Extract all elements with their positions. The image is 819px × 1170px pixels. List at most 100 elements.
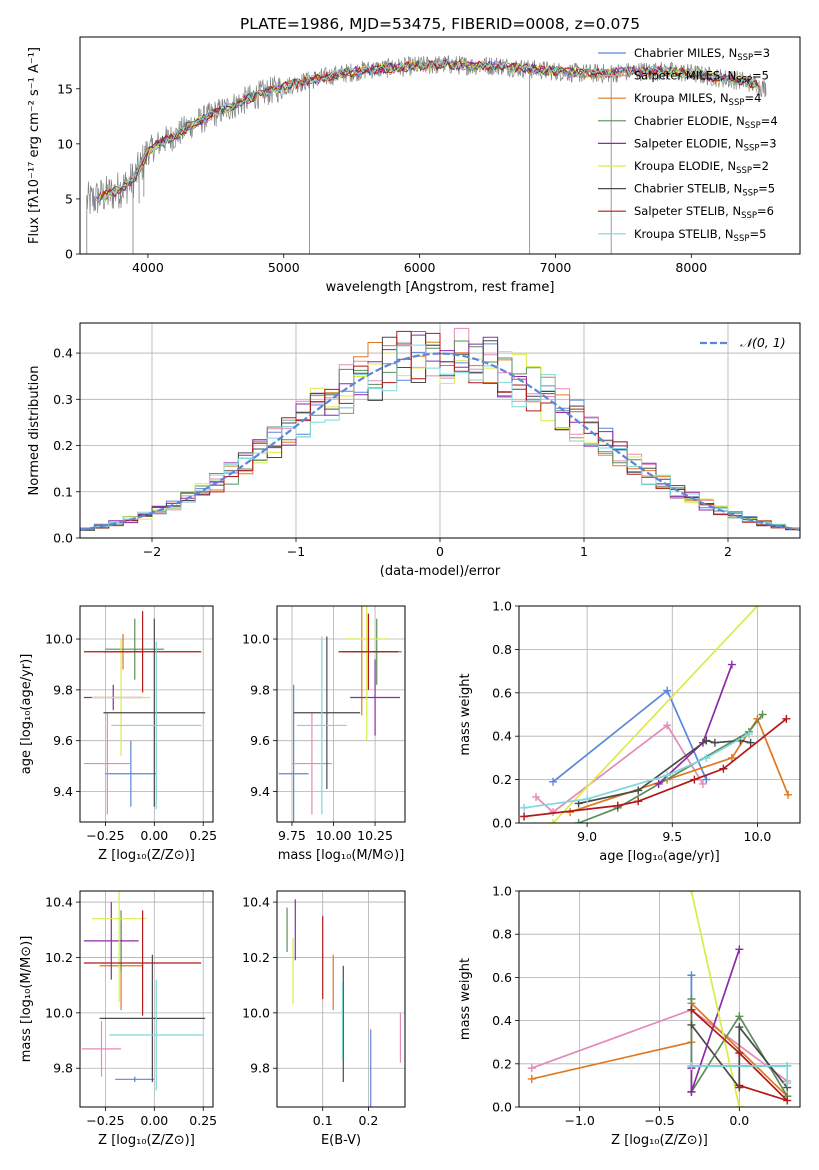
- weight-marker-salpeter_stelib: [783, 1096, 792, 1105]
- weight-marker-kroupa_stelib: [783, 1079, 792, 1088]
- weight-marker-kroupa_stelib: [783, 1061, 792, 1070]
- errorbar-kroupa_stelib: [111, 641, 202, 810]
- errorbar-kroupa_elodie: [91, 639, 151, 756]
- weight-marker-salpeter_stelib: [687, 1005, 696, 1014]
- age_vs_mass-axes: 9.75 10.00 10.25 9.4 9.6 9.8 10.0 mass [log₁₀(M…: [242, 632, 404, 863]
- y-tick-label: 5: [65, 191, 73, 206]
- y-tick-label: 9.8: [250, 1061, 270, 1076]
- y-tick-label: 9.4: [53, 784, 73, 799]
- panel-mass_vs_z: −0.25 0.00 0.25 9.8 10.0 10.2 10.4 Z [log₁₀(Z/Z…: [19, 890, 217, 1148]
- weight-marker-kroupa_elodie: [735, 1103, 744, 1107]
- x-tick-label: −0.5: [644, 1113, 674, 1128]
- x-tick-label: 0.25: [189, 828, 217, 843]
- y-axis-label: age [log₁₀(age/yr)]: [19, 654, 34, 775]
- weight-marker-salpeter_stelib: [719, 764, 728, 773]
- weight-marker-salpeter_elodie: [687, 1087, 696, 1096]
- x-tick-label: 9.0: [577, 829, 597, 844]
- legend-entry-kroupa_miles: Kroupa MILES, NSSP=4: [634, 91, 761, 108]
- legend-entry-gaussian: 𝒩(0, 1): [740, 335, 786, 350]
- errorbar-kroupa_stelib: [109, 979, 204, 1091]
- y-tick-label: 10.0: [242, 1005, 270, 1020]
- weight-marker-salpeter_stelib: [520, 812, 529, 821]
- weight-line-salpeter_elodie: [658, 664, 733, 785]
- y-tick-label: 0.6: [492, 685, 512, 700]
- x-axis-label: (data-model)/error: [380, 564, 501, 579]
- age_vs_z-axes: −0.25 0.00 0.25 9.4 9.6 9.8 10.0 Z [log₁₀(Z/Z⊙)…: [19, 632, 217, 863]
- errorbar-kroupa_elodie: [91, 891, 147, 1002]
- weight-marker-salpeter_miles: [532, 792, 541, 801]
- weight-marker-chabrier_elodie: [735, 1012, 744, 1021]
- weight-marker-kroupa_stelib: [687, 1061, 696, 1070]
- x-tick-label: 0.1: [313, 1113, 333, 1128]
- weight-marker-salpeter_stelib: [735, 1081, 744, 1090]
- weight-marker-chabrier_stelib: [634, 786, 643, 795]
- residuals-legend: 𝒩(0, 1): [700, 335, 786, 350]
- mass_vs_z-plot-area: [81, 891, 206, 1091]
- y-axis-label: mass weight: [458, 673, 473, 755]
- age_vs_mass-frame: [276, 605, 406, 823]
- weight-line-kroupa_elodie: [552, 606, 759, 823]
- x-axis-label: Z [log₁₀(Z/Z⊙)]: [611, 1133, 708, 1148]
- weight-marker-kroupa_elodie: [687, 891, 696, 895]
- y-axis-label: mass [log₁₀(M/M⊙)]: [19, 936, 34, 1063]
- x-tick-label: −1: [287, 544, 305, 559]
- x-axis-label: wavelength [Angstrom, rest frame]: [326, 280, 555, 295]
- y-tick-label: 0.2: [53, 438, 73, 453]
- y-tick-label: 10.4: [242, 895, 270, 910]
- weight-marker-chabrier_miles: [663, 686, 672, 695]
- errorbar-kroupa_stelib: [296, 636, 347, 815]
- errorbar-kroupa_elodie: [345, 606, 389, 741]
- y-tick-label: 0.0: [53, 531, 73, 546]
- x-tick-label: 0.00: [140, 1113, 168, 1128]
- legend-entry-salpeter_elodie: Salpeter ELODIE, NSSP=3: [634, 136, 777, 153]
- mass_vs_ebv-plot-area: [286, 899, 402, 1107]
- spectrum-axes: 4000 5000 6000 7000 8000 0 5 10 15 wavelength [An…: [27, 47, 707, 295]
- weight-line-salpeter_stelib: [524, 718, 787, 818]
- model-salpeter_stelib: [100, 58, 760, 198]
- x-tick-label: −1.0: [564, 1113, 594, 1128]
- mass_vs_ebv-grid: [277, 891, 405, 1107]
- y-tick-label: 10.2: [45, 950, 73, 965]
- y-tick-label: 9.6: [53, 733, 73, 748]
- weight-line-chabrier_elodie: [578, 713, 764, 823]
- weight-marker-kroupa_stelib: [520, 803, 529, 812]
- errorbar-chabrier_miles: [278, 684, 309, 822]
- x-tick-label: 1: [580, 544, 588, 559]
- x-tick-label: 10.00: [316, 828, 352, 843]
- spectrum-plot-area: [86, 55, 767, 254]
- y-tick-label: 9.8: [53, 682, 73, 697]
- x-tick-label: 0: [436, 544, 444, 559]
- spectrum-frame: [79, 36, 801, 255]
- weight-marker-chabrier_stelib: [710, 738, 719, 747]
- weight_vs_age-frame: [518, 605, 801, 824]
- legend-entry-kroupa_elodie: Kroupa ELODIE, NSSP=2: [634, 159, 769, 176]
- weight-line-salpeter_stelib: [690, 1009, 788, 1102]
- weight-marker-kroupa_stelib: [744, 730, 753, 739]
- y-tick-label: 0.4: [492, 1013, 512, 1028]
- x-axis-label: E(B-V): [321, 1133, 361, 1148]
- y-tick-label: 0.8: [492, 642, 512, 657]
- weight-line-chabrier_stelib: [690, 1024, 788, 1091]
- y-tick-label: 0.4: [53, 346, 73, 361]
- x-tick-label: 9.5: [662, 829, 682, 844]
- legend-entry-chabrier_elodie: Chabrier ELODIE, NSSP=4: [634, 114, 778, 131]
- weight_vs_age-plot-area: [520, 606, 793, 823]
- y-tick-label: 9.8: [250, 682, 270, 697]
- gaussian-curve: [80, 352, 800, 531]
- x-tick-label: 4000: [132, 260, 164, 275]
- x-tick-label: 0.25: [189, 1113, 217, 1128]
- mass_vs_z-axes: −0.25 0.00 0.25 9.8 10.0 10.2 10.4 Z [log₁₀(Z/Z…: [19, 895, 217, 1148]
- weight-marker-kroupa_miles: [727, 753, 736, 762]
- panel-residuals: −2 −1 0 1 2 0.0 0.1 0.2 0.3 0.4 (data-model)/error…: [27, 322, 801, 579]
- errorbar-chabrier_elodie: [105, 618, 165, 680]
- weight-marker-kroupa_miles: [784, 790, 793, 799]
- errorbar-chabrier_miles: [105, 740, 157, 807]
- weight-line-kroupa_elodie: [690, 891, 741, 1107]
- legend-entry-chabrier_stelib: Chabrier STELIB, NSSP=5: [634, 182, 775, 199]
- y-tick-label: 10.0: [242, 632, 270, 647]
- y-tick-label: 0.1: [53, 484, 73, 499]
- errorbar-chabrier_stelib: [99, 954, 206, 1083]
- panel-weight_vs_z: −1.0 −0.5 0.0 0.0 0.2 0.4 0.6 0.8 1.0 Z [log₁₀(Z/…: [458, 884, 801, 1148]
- errorbar-salpeter_stelib: [83, 910, 202, 1016]
- weight-marker-salpeter_stelib: [735, 1049, 744, 1057]
